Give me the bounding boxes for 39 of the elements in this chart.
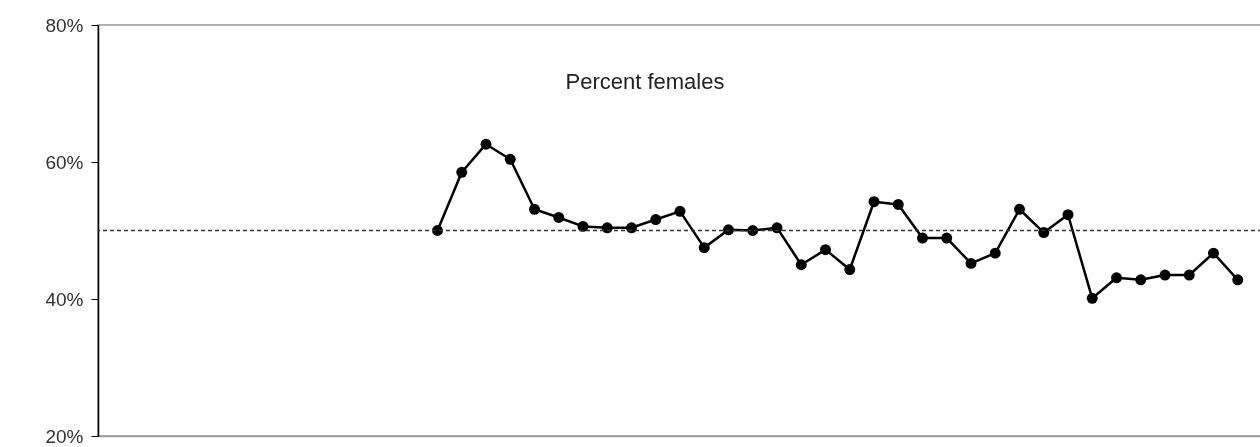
point	[698, 242, 710, 254]
point	[1038, 227, 1050, 239]
point	[892, 199, 904, 210]
point	[965, 257, 977, 269]
annotation: Percent females	[565, 69, 725, 94]
point	[1014, 203, 1025, 215]
point	[1111, 272, 1122, 284]
y-tick-label: 40%	[45, 288, 84, 310]
point	[601, 222, 613, 234]
point	[553, 212, 565, 223]
point	[771, 222, 783, 234]
point	[480, 138, 492, 150]
point	[456, 166, 468, 178]
point	[577, 220, 589, 232]
point	[1086, 292, 1098, 304]
point	[795, 259, 807, 271]
y-tick-label: 60%	[45, 151, 84, 173]
point	[868, 196, 880, 208]
point	[650, 214, 662, 226]
point	[504, 153, 516, 165]
point	[674, 205, 686, 217]
point	[747, 225, 759, 236]
point	[626, 222, 637, 234]
point	[432, 225, 443, 236]
point	[1183, 269, 1195, 281]
point	[529, 203, 540, 215]
point	[1159, 269, 1171, 281]
point	[820, 244, 831, 256]
y-tick-label: 20%	[45, 425, 84, 447]
point	[1208, 247, 1219, 259]
point	[941, 232, 953, 244]
point	[1062, 209, 1074, 221]
point	[1232, 274, 1244, 286]
y-tick-label: 80%	[45, 14, 84, 36]
point	[989, 247, 1001, 259]
point	[844, 264, 856, 276]
point	[917, 232, 928, 244]
point	[723, 224, 734, 236]
point	[1135, 274, 1147, 286]
